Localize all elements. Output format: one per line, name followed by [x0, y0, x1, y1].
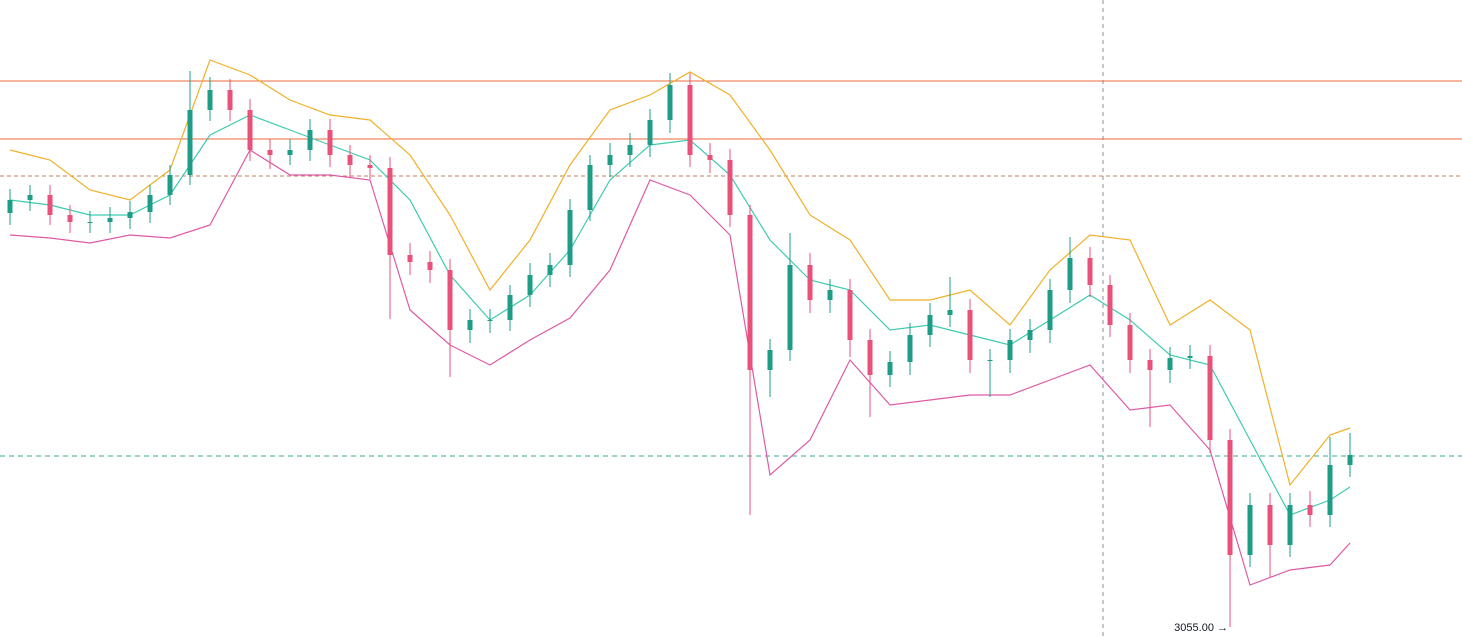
candle-body: [967, 310, 973, 360]
candle-body: [167, 175, 173, 195]
candle-body: [7, 200, 13, 213]
candle-body: [727, 160, 733, 215]
candle-body: [227, 90, 233, 110]
candle-body: [867, 340, 873, 375]
candle-body: [207, 90, 213, 110]
candle-body: [827, 290, 833, 300]
candle-body: [1287, 505, 1293, 545]
candle-body: [467, 320, 473, 330]
candle-body: [1247, 505, 1253, 555]
candle-body: [707, 155, 713, 160]
candle-body: [67, 215, 73, 222]
candle-body: [1027, 330, 1033, 340]
candle-body: [687, 85, 693, 155]
candle-body: [427, 262, 433, 270]
candle-body: [127, 212, 133, 218]
candle-body: [1347, 455, 1353, 465]
candle-body: [807, 265, 813, 300]
candle-body: [27, 195, 33, 200]
candle-body: [407, 255, 413, 262]
candle-body: [747, 215, 753, 370]
candle-body: [927, 315, 933, 335]
candle-body: [1327, 465, 1333, 515]
candle-body: [347, 155, 353, 165]
candle-body: [587, 165, 593, 210]
candle-body: [527, 275, 533, 295]
candle-body: [647, 120, 653, 145]
band-line: [9, 59, 1351, 487]
candle-body: [847, 290, 853, 340]
candle-body: [987, 360, 993, 361]
candle-body: [1087, 258, 1093, 285]
candle-body: [667, 85, 673, 120]
candle-body: [1227, 440, 1233, 555]
candle-body: [87, 222, 93, 223]
candle-body: [267, 150, 273, 155]
candle-body: [447, 270, 453, 330]
candle-body: [547, 265, 553, 275]
candle-body: [487, 320, 493, 321]
low-label: 3055.00 →: [1174, 622, 1228, 634]
candle-body: [307, 130, 313, 150]
candle-body: [1307, 505, 1313, 515]
candle-body: [287, 150, 293, 155]
candle-body: [247, 110, 253, 150]
candle-body: [627, 145, 633, 155]
candle-body: [107, 218, 113, 222]
candle-body: [507, 295, 513, 320]
band-line: [9, 149, 1351, 586]
candle-body: [887, 362, 893, 375]
candle-body: [1187, 356, 1193, 358]
candle-body: [767, 350, 773, 370]
candle-body: [1267, 505, 1273, 545]
candle-body: [327, 130, 333, 155]
candle-body: [47, 195, 53, 215]
candle-body: [1127, 325, 1133, 360]
candle-body: [1207, 356, 1213, 440]
candle-body: [787, 265, 793, 350]
candle-body: [947, 310, 953, 315]
candle-body: [187, 110, 193, 175]
candle-body: [907, 335, 913, 362]
candle-body: [1047, 290, 1053, 330]
candle-body: [147, 195, 153, 212]
candle-body: [567, 210, 573, 265]
candle-body: [1167, 358, 1173, 370]
candle-body: [1147, 360, 1153, 370]
candle-body: [367, 165, 373, 168]
candle-body: [1067, 258, 1073, 290]
candle-body: [607, 155, 613, 165]
candle-body: [387, 168, 393, 255]
band-line: [9, 114, 1351, 516]
candle-body: [1107, 285, 1113, 325]
candle-body: [1007, 340, 1013, 360]
